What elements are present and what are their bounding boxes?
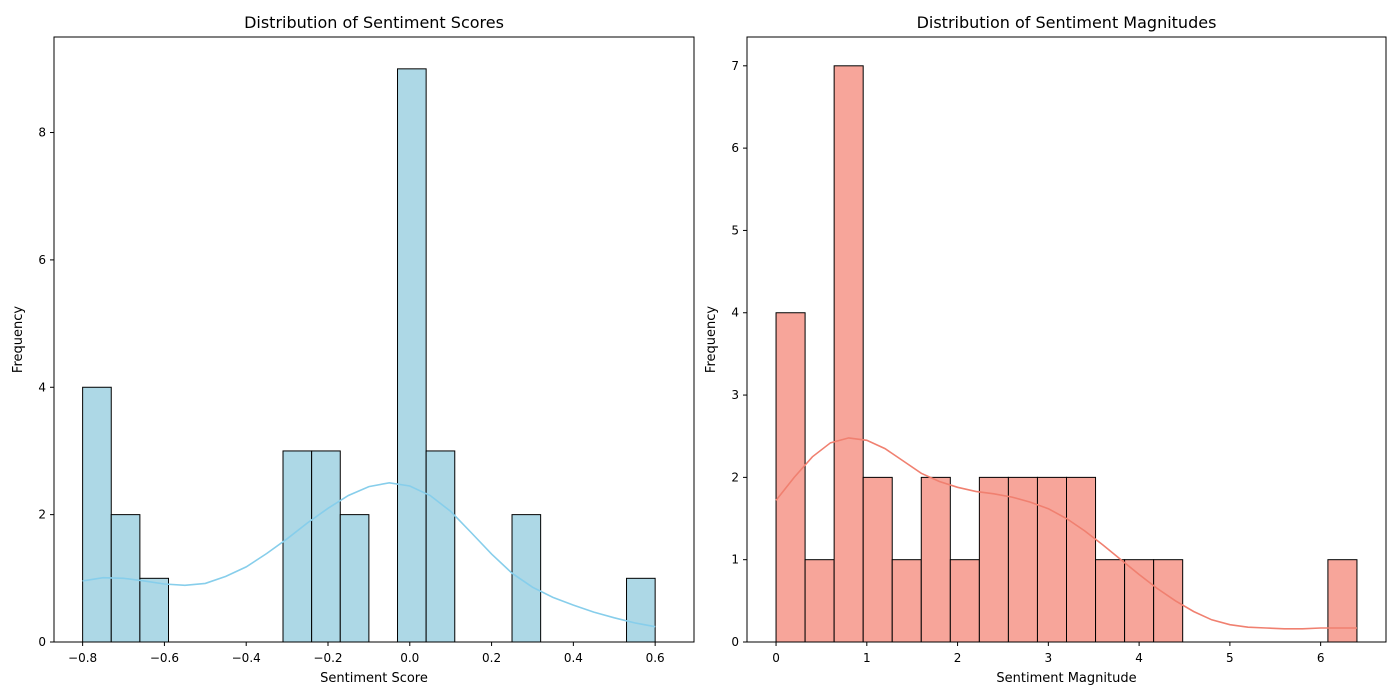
histogram-bar bbox=[82, 386, 112, 643]
histogram-bar bbox=[1124, 559, 1155, 643]
x-tick-label: 0.0 bbox=[400, 651, 419, 665]
histogram-bar bbox=[1095, 559, 1126, 643]
histogram-bar bbox=[1007, 476, 1038, 643]
kde-curve bbox=[775, 437, 1357, 630]
histogram-bar bbox=[978, 476, 1009, 643]
y-tick-label: 5 bbox=[731, 223, 739, 237]
histogram-bar bbox=[626, 577, 656, 643]
x-tick-label: 4 bbox=[1135, 651, 1143, 665]
y-tick-label: 2 bbox=[38, 508, 46, 522]
y-tick-label: 2 bbox=[731, 470, 739, 484]
histogram-bar bbox=[891, 559, 922, 643]
y-tick-label: 0 bbox=[38, 635, 46, 649]
x-tick-label: 3 bbox=[1045, 651, 1053, 665]
histogram-bar bbox=[775, 312, 806, 643]
histogram-bar bbox=[1066, 476, 1097, 643]
histogram-bar bbox=[1327, 559, 1358, 643]
y-tick-label: 4 bbox=[731, 306, 739, 320]
histogram-bar bbox=[833, 65, 864, 643]
kde-curve bbox=[82, 481, 656, 628]
x-tick-label: 1 bbox=[863, 651, 871, 665]
x-tick-label: 2 bbox=[954, 651, 962, 665]
x-tick-label: 6 bbox=[1317, 651, 1325, 665]
y-axis-label: Frequency bbox=[704, 306, 719, 373]
y-tick-label: 0 bbox=[731, 635, 739, 649]
x-tick-label: 5 bbox=[1226, 651, 1234, 665]
histogram-bar bbox=[949, 559, 980, 643]
histogram-bar bbox=[1036, 476, 1068, 643]
y-tick-label: 4 bbox=[38, 380, 46, 394]
histogram-bar bbox=[1153, 559, 1184, 643]
y-tick-label: 6 bbox=[731, 141, 739, 155]
histogram-bar bbox=[425, 450, 456, 643]
y-tick-label: 7 bbox=[731, 59, 739, 73]
chart-panel-1: −0.8 −0.6 −0.4 −0.2 0.0 0.2 0.4 0.6 0 2 4 6 8 Distrib… bbox=[11, 13, 695, 686]
x-tick-label: 0.2 bbox=[482, 651, 501, 665]
y-axis-label: Frequency bbox=[11, 306, 26, 373]
x-tick-label: −0.4 bbox=[232, 651, 261, 665]
y-tick-label: 1 bbox=[731, 553, 739, 567]
x-axis-label: Sentiment Magnitude bbox=[996, 671, 1136, 686]
x-tick-label: −0.2 bbox=[313, 651, 342, 665]
histogram-bar bbox=[862, 476, 893, 643]
y-tick-label: 8 bbox=[38, 126, 46, 140]
x-tick-label: −0.8 bbox=[68, 651, 97, 665]
histogram-bar bbox=[511, 514, 542, 643]
axes-frame bbox=[746, 36, 1387, 643]
y-tick-label: 3 bbox=[731, 388, 739, 402]
histogram-bar bbox=[339, 514, 370, 643]
y-tick-label: 6 bbox=[38, 253, 46, 267]
histogram-bar bbox=[282, 450, 313, 643]
histogram-bar bbox=[139, 577, 170, 643]
x-tick-label: 0.6 bbox=[646, 651, 665, 665]
histogram-bar bbox=[311, 450, 341, 643]
histogram-bar bbox=[397, 68, 427, 643]
chart-title: Distribution of Sentiment Magnitudes bbox=[917, 13, 1217, 32]
x-tick-label: −0.6 bbox=[150, 651, 179, 665]
chart-title: Distribution of Sentiment Scores bbox=[244, 13, 504, 32]
x-tick-label: 0.4 bbox=[564, 651, 583, 665]
histogram-bar bbox=[920, 476, 951, 643]
x-tick-label: 0 bbox=[772, 651, 780, 665]
axes-frame bbox=[53, 36, 695, 643]
histogram-bar bbox=[804, 559, 835, 643]
x-axis-label: Sentiment Score bbox=[320, 671, 428, 686]
chart-panel-2: 0 1 2 3 4 5 6 0 1 2 3 4 5 6 7 Distribution of Sentiment… bbox=[704, 13, 1387, 686]
